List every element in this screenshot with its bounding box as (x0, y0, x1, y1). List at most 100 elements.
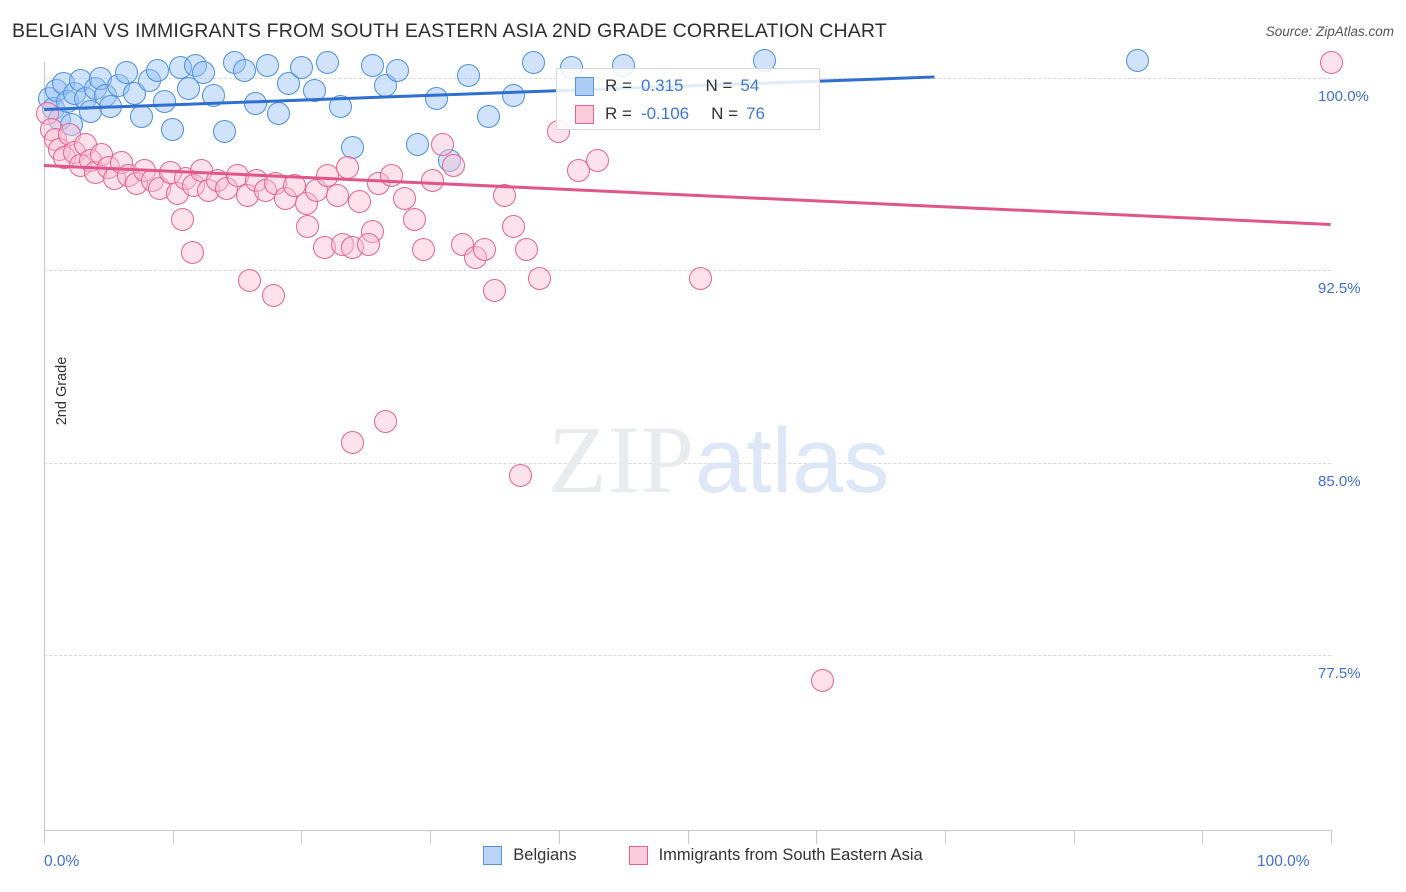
x-axis-tick (1202, 830, 1204, 844)
scatter-point (243, 92, 267, 116)
pink-r-value: -0.106 (640, 104, 690, 123)
x-axis-tick (687, 830, 689, 844)
y-axis-tick-label: 77.5% (1318, 665, 1361, 682)
x-axis-tick (172, 830, 174, 844)
scatter-point (315, 163, 339, 187)
scatter-point (130, 104, 154, 128)
scatter-point (315, 51, 339, 75)
scatter-point (508, 463, 532, 487)
scatter-point (1319, 51, 1343, 75)
scatter-point (566, 158, 590, 182)
scatter-point (392, 187, 416, 211)
scatter-point (114, 61, 138, 85)
scatter-point (457, 63, 481, 87)
scatter-point (585, 148, 609, 172)
scatter-point (472, 238, 496, 262)
stats-row-immigrants: R = -0.106 N = 76 (557, 100, 819, 128)
blue-series-swatch-icon (575, 76, 594, 96)
scatter-point (99, 94, 123, 118)
scatter-point (431, 133, 455, 157)
scatter-plot-area (36, 48, 1343, 830)
scatter-point (441, 153, 465, 177)
blue-r-label: R = (605, 76, 632, 95)
scatter-point (521, 51, 545, 75)
x-axis-tick (558, 830, 560, 844)
blue-n-value: 54 (740, 76, 760, 95)
y-axis-tick-label: 100.0% (1318, 88, 1369, 105)
scatter-point (476, 104, 500, 128)
correlation-stats-box: R = 0.315 N = 54 R = -0.106 N = 76 (556, 68, 820, 130)
pink-n-value: 76 (746, 104, 765, 123)
x-axis-tick-label: 0.0% (44, 853, 80, 870)
scatter-point (386, 58, 410, 82)
scatter-point (296, 215, 320, 239)
stats-row-belgians: R = 0.315 N = 54 (557, 72, 819, 100)
x-axis-tick (44, 830, 45, 844)
pink-n-label: N = (711, 104, 739, 123)
x-axis-tick (1331, 830, 1332, 844)
scatter-point (153, 89, 177, 113)
scatter-point (261, 284, 285, 308)
scatter-point (403, 207, 427, 231)
scatter-point (515, 238, 539, 262)
gridline (44, 462, 1331, 464)
scatter-point (302, 79, 326, 103)
source-attribution: Source: ZipAtlas.com (1265, 24, 1394, 39)
y-axis-tick-label: 85.0% (1318, 472, 1361, 490)
scatter-point (336, 156, 360, 180)
scatter-point (233, 58, 257, 82)
scatter-point (176, 76, 200, 100)
scatter-point (1126, 48, 1150, 72)
scatter-point (328, 94, 352, 118)
scatter-point (180, 240, 204, 264)
scatter-point (171, 207, 195, 231)
gridline (44, 270, 1331, 272)
scatter-point (325, 184, 349, 208)
scatter-point (482, 279, 506, 303)
scatter-point (421, 169, 445, 193)
scatter-point (256, 53, 280, 77)
scatter-point (192, 61, 216, 85)
scatter-point (502, 84, 526, 108)
legend-label-belgians: Belgians (513, 846, 577, 864)
scatter-point (289, 56, 313, 80)
gridline (44, 655, 1331, 656)
legend-swatch-immigrants-icon (628, 846, 648, 865)
scatter-point (811, 669, 835, 693)
scatter-point (502, 215, 526, 239)
scatter-point (425, 87, 449, 110)
x-axis-tick (430, 830, 432, 844)
scatter-point (347, 189, 371, 213)
x-axis-tick (1073, 830, 1075, 844)
scatter-point (405, 133, 429, 157)
x-axis-tick (944, 830, 946, 844)
scatter-point (688, 266, 712, 290)
blue-r-value: 0.315 (640, 76, 684, 95)
scatter-point (202, 84, 226, 108)
legend-label-immigrants: Immigrants from South Eastern Asia (658, 846, 923, 864)
scatter-point (341, 430, 365, 454)
scatter-point (238, 269, 262, 293)
scatter-point (277, 71, 301, 95)
scatter-point (379, 163, 403, 187)
scatter-point (356, 233, 380, 257)
scatter-point (161, 117, 185, 141)
y-axis-tick-label: 92.5% (1318, 280, 1361, 298)
scatter-point (373, 410, 397, 434)
y-axis-line (44, 62, 45, 830)
page-title: BELGIAN VS IMMIGRANTS FROM SOUTH EASTERN… (12, 20, 887, 42)
legend-swatch-belgians-icon (483, 846, 503, 865)
pink-series-swatch-icon (575, 104, 594, 124)
x-axis-tick (301, 830, 303, 844)
scatter-point (212, 120, 236, 144)
blue-n-label: N = (705, 76, 733, 95)
scatter-point (360, 53, 384, 77)
scatter-point (266, 102, 290, 126)
bottom-legend: Belgians Immigrants from South Eastern A… (0, 846, 1406, 865)
scatter-point (493, 184, 517, 208)
scatter-point (412, 238, 436, 262)
pink-r-label: R = (605, 104, 632, 123)
x-axis-tick (816, 830, 818, 844)
x-axis-tick-label: 100.0% (1257, 853, 1310, 870)
scatter-point (145, 58, 169, 82)
